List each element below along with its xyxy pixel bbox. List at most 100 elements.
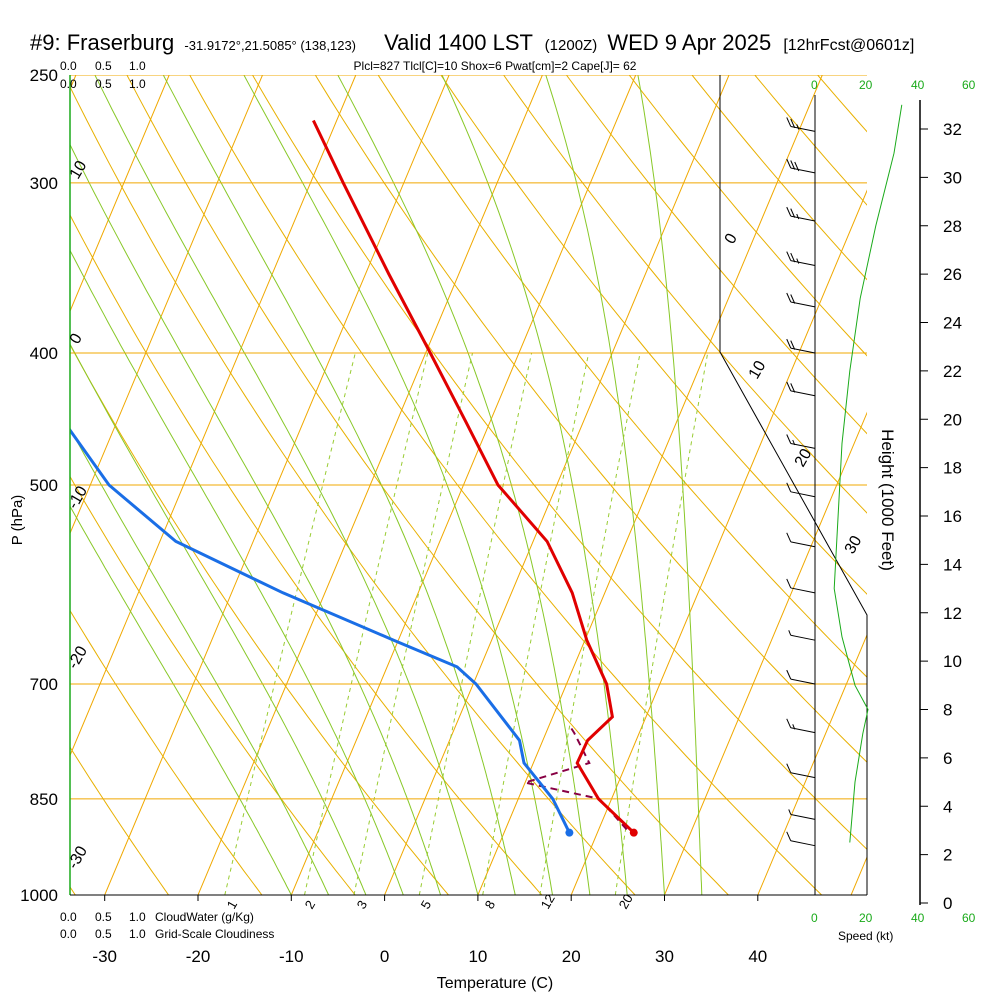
wind-barb <box>786 381 816 397</box>
station-coords: -31.9172°,21.5085° (138,123) <box>184 38 356 53</box>
mixing-ratio-label: 2 <box>302 898 319 912</box>
isotherm-label: 0 <box>722 231 741 247</box>
mixing-ratio-label: 12 <box>538 891 558 911</box>
dry-adiabat-line <box>943 75 1000 895</box>
x-axis-label: Temperature (C) <box>437 975 553 992</box>
height-tick-label: 30 <box>943 168 962 187</box>
dry-adiabat-line <box>440 75 867 595</box>
parcel-path <box>521 724 628 831</box>
mixing-ratio-line <box>304 352 429 895</box>
title-bar: #9: Fraserburg -31.9172°,21.5085° (138,1… <box>30 30 914 55</box>
wind-barb <box>786 292 816 308</box>
dry-adiabat-line <box>565 75 867 435</box>
height-tick-label: 16 <box>943 507 962 526</box>
height-tick-label: 0 <box>943 894 952 913</box>
dry-adiabat-line <box>126 75 729 895</box>
pressure-tick-label: 500 <box>30 476 58 495</box>
height-tick-label: 6 <box>943 749 952 768</box>
pressure-tick-label: 250 <box>30 66 58 85</box>
dewpoint-profile <box>70 427 571 834</box>
wind-barb <box>786 434 816 449</box>
pressure-tick-label: 400 <box>30 344 58 363</box>
isotherm-label: -10 <box>65 483 91 512</box>
wind-barb <box>786 338 816 354</box>
dry-adiabat-line <box>314 75 867 763</box>
wind-barb <box>786 763 816 779</box>
temperature-tick-label: 0 <box>380 947 389 966</box>
wind-barb <box>786 831 816 847</box>
y-axis-label: P (hPa) <box>9 495 26 546</box>
isotherm-label: -20 <box>65 643 91 672</box>
wind-barb <box>788 630 816 641</box>
wind-barb <box>786 578 816 594</box>
isotherm-label: 20 <box>792 446 816 470</box>
moist-adiabat-line <box>337 75 591 895</box>
dry-adiabat-line <box>70 475 356 895</box>
zulu-time: (1200Z) <box>545 37 598 54</box>
speed-scale-bottom: 0 20 40 60 <box>811 911 976 925</box>
wind-barb <box>788 809 816 820</box>
pressure-tick-label: 850 <box>30 790 58 809</box>
moist-adiabat-line <box>70 249 404 895</box>
temperature-tick-label: -20 <box>186 947 211 966</box>
wind-barb <box>786 158 816 174</box>
valid-time: Valid 1400 LST <box>384 30 532 55</box>
isotherm-line <box>70 75 170 313</box>
height-axis-label: Height (1000 Feet) <box>878 429 897 571</box>
dry-adiabat-line <box>70 213 543 895</box>
valid-date: WED 9 Apr 2025 <box>607 30 771 55</box>
dry-adiabat-line <box>628 75 867 357</box>
plot-right-boundary <box>719 75 868 895</box>
temperature-tick-label: 10 <box>468 947 487 966</box>
wind-barb <box>786 206 816 222</box>
mixing-ratio-label: 3 <box>354 898 371 912</box>
height-tick-label: 14 <box>943 555 962 574</box>
dry-adiabat-line <box>70 85 636 895</box>
wind-barb <box>786 117 816 132</box>
height-tick-label: 22 <box>943 362 962 381</box>
wind-barb <box>786 251 816 267</box>
wind-panel <box>786 95 903 895</box>
wind-barb <box>786 482 816 498</box>
cloudiness-scale-top: 0.0 0.5 1.0 <box>60 77 146 91</box>
dry-adiabat-line <box>880 75 1000 895</box>
dry-adiabat-line <box>70 746 170 895</box>
height-tick-label: 8 <box>943 701 952 720</box>
moist-adiabat-line <box>70 343 367 895</box>
moist-adiabat-line <box>70 143 442 895</box>
height-tick-label: 20 <box>943 410 962 429</box>
height-tick-label: 4 <box>943 797 952 816</box>
height-tick-label: 12 <box>943 604 962 623</box>
cloudiness-label: Grid-Scale Cloudiness <box>155 927 274 941</box>
stability-params: Plcl=827 Tlcl[C]=10 Shox=6 Pwat[cm]=2 Ca… <box>354 59 637 73</box>
isotherm-line <box>850 855 867 895</box>
cloudwater-scale-bottom: 0.0 0.5 1.0 <box>60 910 146 924</box>
mixing-ratio-line <box>539 352 641 895</box>
cloudwater-label: CloudWater (g/Kg) <box>155 910 254 924</box>
moist-adiabat-line <box>637 75 703 895</box>
dry-adiabat-line <box>70 609 263 895</box>
wind-barb <box>786 669 816 685</box>
isotherm-label: 10 <box>67 158 91 182</box>
isotherm-label: 30 <box>842 533 866 557</box>
moist-adiabat-line <box>243 75 553 895</box>
dry-adiabat-line <box>503 75 867 514</box>
dry-adiabat-line <box>189 75 823 895</box>
temperature-tick-label: 40 <box>748 947 767 966</box>
moist-adiabat-line <box>441 75 628 895</box>
height-tick-label: 28 <box>943 217 962 236</box>
height-tick-label: 18 <box>943 459 962 478</box>
background-grid <box>70 75 1000 895</box>
height-tick-label: 26 <box>943 265 962 284</box>
moist-adiabat-line <box>70 505 292 895</box>
surface-temperature-marker <box>629 828 638 837</box>
moist-adiabat-line <box>70 427 330 895</box>
pressure-tick-label: 1000 <box>20 886 58 905</box>
wind-barb <box>786 718 816 734</box>
temperature-tick-label: 20 <box>562 947 581 966</box>
speed-label: Speed (kt) <box>838 929 893 943</box>
height-tick-label: 24 <box>943 314 962 333</box>
isotherm-label: 10 <box>746 358 770 382</box>
